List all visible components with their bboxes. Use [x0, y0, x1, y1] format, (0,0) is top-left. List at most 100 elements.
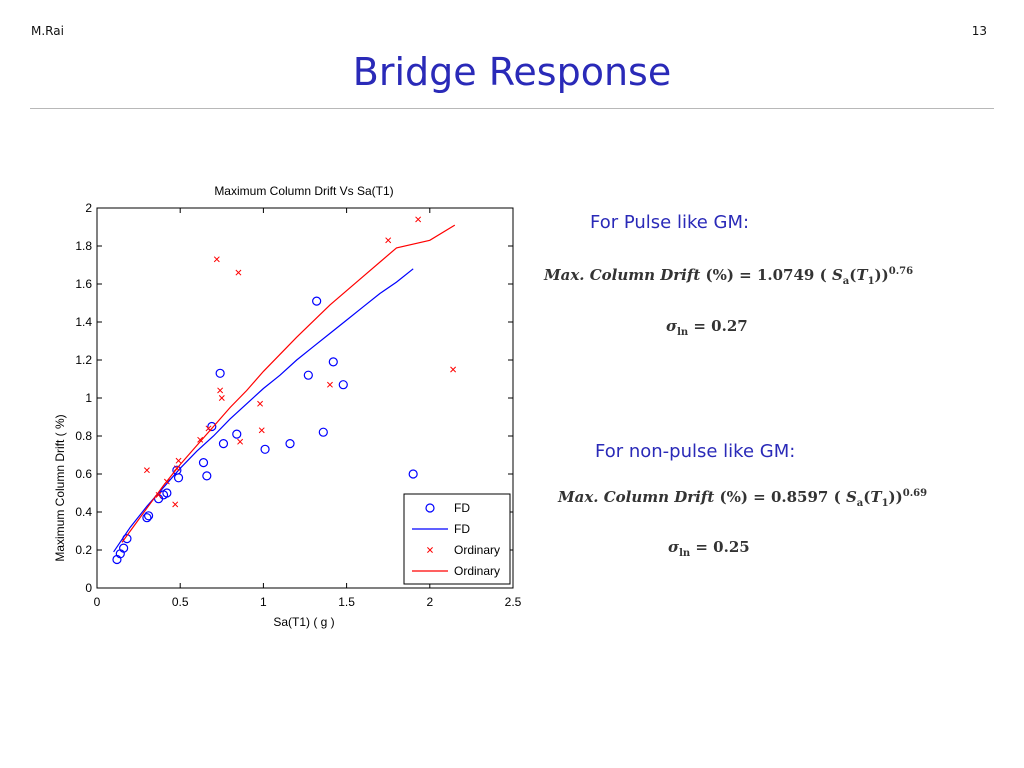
x-tick-label: 0.5 — [172, 595, 189, 609]
legend-label: Ordinary — [454, 564, 500, 578]
fd-point — [162, 488, 172, 498]
fd-point — [328, 357, 338, 367]
fd-point — [198, 458, 209, 468]
chart-legend: FD FD Ordinary Ordinary — [403, 493, 511, 585]
fd-point — [232, 429, 242, 439]
ordinary-point — [217, 387, 224, 394]
x-tick-label: 1.5 — [338, 595, 355, 609]
pulse-eq-t-sub: 1 — [867, 276, 875, 287]
pulse-eq-coef: = 1.0749 — [739, 266, 815, 284]
y-axis-label: Maximum Column Drift ( %) — [53, 414, 67, 561]
y-tick-label: 1.4 — [75, 315, 92, 329]
ordinary-point — [258, 427, 265, 434]
fd-point — [142, 513, 152, 523]
ordinary-point — [172, 501, 179, 508]
fd-point — [202, 471, 212, 481]
fd-point — [318, 427, 328, 437]
pulse-sigma-sub: ln — [677, 327, 689, 338]
y-tick-label: 0.6 — [75, 467, 92, 481]
legend-label: FD — [454, 501, 470, 515]
ordinary-point — [143, 467, 150, 474]
y-tick-label: 0 — [85, 581, 92, 595]
axis-ticks: 0 0.5 1 1.5 2 2.5 0 0.2 0.4 0.6 0.8 1 1.2 1.4 1.6 1.8 2 — [75, 201, 521, 609]
fd-point — [173, 473, 184, 483]
y-tick-label: 0.2 — [75, 543, 92, 557]
nonpulse-eq-unit: (%) — [719, 488, 748, 506]
fd-point — [143, 511, 154, 521]
ordinary-point — [385, 237, 392, 244]
pulse-eq-sa: S — [831, 266, 843, 284]
pulse-sigma-symbol: σ — [666, 317, 678, 335]
pulse-eq-open: ( — [819, 266, 827, 284]
ordinary-point — [415, 216, 422, 223]
fd-point — [408, 469, 418, 479]
x-tick-label: 1 — [260, 595, 267, 609]
legend-box — [403, 493, 511, 585]
ordinary-point — [197, 436, 204, 443]
legend-label: FD — [454, 522, 470, 536]
y-tick-label: 2 — [85, 201, 92, 215]
y-tick-label: 1 — [85, 391, 92, 405]
pulse-eq-paren: ( — [849, 266, 857, 284]
pulse-eq-sa-sub: a — [842, 276, 850, 287]
chart-marks — [112, 216, 457, 565]
page-number: 13 — [971, 24, 987, 38]
nonpulse-sigma-sub: ln — [679, 548, 691, 559]
ordinary-point — [237, 438, 244, 445]
author-label: M.Rai — [31, 24, 64, 38]
legend-x-sample — [427, 547, 433, 553]
fd-point — [119, 543, 129, 553]
nonpulse-eq-sa: S — [845, 488, 857, 506]
pulse-eq-t: T — [856, 266, 868, 284]
x-axis-label: Sa(T1) ( g ) — [273, 615, 334, 629]
drift-chart: Maximum Column Drift Vs Sa(T1) Sa(T1) ( … — [53, 184, 522, 629]
x-tick-label: 2 — [426, 595, 433, 609]
nonpulse-heading: For non-pulse like GM: — [595, 441, 796, 462]
pulse-equation: Max. Column Drift (%) = 1.0749 ( Sa(T1))… — [544, 266, 913, 287]
y-tick-label: 1.2 — [75, 353, 92, 367]
pulse-eq-close: )) — [874, 266, 889, 284]
ordinary-point — [235, 269, 242, 276]
y-tick-label: 0.8 — [75, 429, 92, 443]
nonpulse-eq-t-sub: 1 — [881, 498, 889, 509]
nonpulse-eq-paren: ( — [863, 488, 871, 506]
ordinary-point — [450, 366, 457, 373]
fit-line-ordinary — [121, 224, 456, 543]
pulse-eq-unit: (%) — [705, 266, 734, 284]
nonpulse-eq-lhs: Max. Column Drift — [558, 488, 715, 506]
nonpulse-equation: Max. Column Drift (%) = 0.8597 ( Sa(T1))… — [558, 488, 927, 509]
fit-line-fd — [113, 268, 414, 553]
nonpulse-eq-coef: = 0.8597 — [753, 488, 829, 506]
fd-point — [260, 444, 270, 454]
legend-label: Ordinary — [454, 543, 500, 557]
slide-title: Bridge Response — [352, 50, 672, 94]
nonpulse-sigma-value: = 0.25 — [695, 538, 750, 556]
x-tick-label: 2.5 — [505, 595, 522, 609]
fd-point — [215, 368, 225, 378]
nonpulse-eq-open: ( — [833, 488, 841, 506]
nonpulse-eq-t: T — [870, 488, 882, 506]
y-tick-label: 0.4 — [75, 505, 92, 519]
ordinary-point — [257, 400, 264, 407]
ordinary-point — [213, 256, 220, 263]
ordinary-point — [327, 381, 333, 388]
fd-point — [303, 370, 313, 380]
chart-title: Maximum Column Drift Vs Sa(T1) — [214, 184, 393, 198]
nonpulse-sigma: σln = 0.25 — [668, 538, 750, 559]
y-tick-label: 1.6 — [75, 277, 92, 291]
fd-point — [285, 439, 295, 449]
y-tick-label: 1.8 — [75, 239, 92, 253]
legend-circle-sample — [425, 503, 435, 513]
title-divider — [30, 108, 994, 109]
nonpulse-eq-sa-sub: a — [856, 498, 864, 509]
ordinary-point — [175, 457, 182, 464]
nonpulse-eq-exp: 0.69 — [902, 488, 928, 499]
pulse-eq-lhs: Max. Column Drift — [544, 266, 701, 284]
pulse-sigma-value: = 0.27 — [693, 317, 748, 335]
fd-point — [218, 439, 229, 449]
ordinary-point — [155, 491, 162, 498]
ordinary-point — [218, 395, 225, 401]
pulse-heading: For Pulse like GM: — [590, 212, 750, 233]
x-tick-label: 0 — [94, 595, 101, 609]
fd-point — [207, 421, 217, 432]
